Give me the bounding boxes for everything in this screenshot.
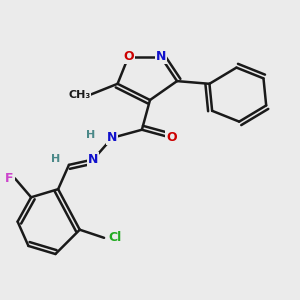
Text: O: O [123, 50, 134, 63]
Text: H: H [51, 154, 60, 164]
Text: CH₃: CH₃ [68, 90, 91, 100]
Text: N: N [88, 153, 98, 166]
Text: F: F [5, 172, 14, 185]
Text: O: O [166, 131, 177, 144]
Text: H: H [86, 130, 95, 140]
Text: N: N [107, 131, 117, 144]
Text: Cl: Cl [108, 231, 122, 244]
Text: N: N [156, 50, 166, 63]
